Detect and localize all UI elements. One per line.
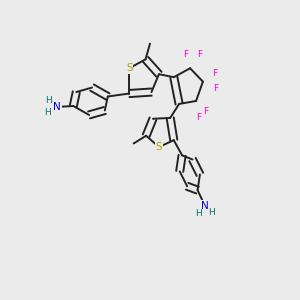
Text: H: H bbox=[195, 209, 202, 218]
Text: F: F bbox=[203, 107, 208, 116]
Text: F: F bbox=[212, 69, 218, 78]
Text: H: H bbox=[208, 208, 215, 217]
Text: F: F bbox=[196, 113, 202, 122]
Text: S: S bbox=[156, 142, 162, 152]
Text: N: N bbox=[53, 102, 61, 112]
Text: H: H bbox=[46, 96, 52, 105]
Text: F: F bbox=[183, 50, 188, 59]
Text: F: F bbox=[213, 84, 218, 93]
Text: N: N bbox=[201, 201, 209, 211]
Text: H: H bbox=[44, 108, 51, 117]
Text: S: S bbox=[126, 63, 133, 73]
Text: F: F bbox=[197, 50, 202, 59]
